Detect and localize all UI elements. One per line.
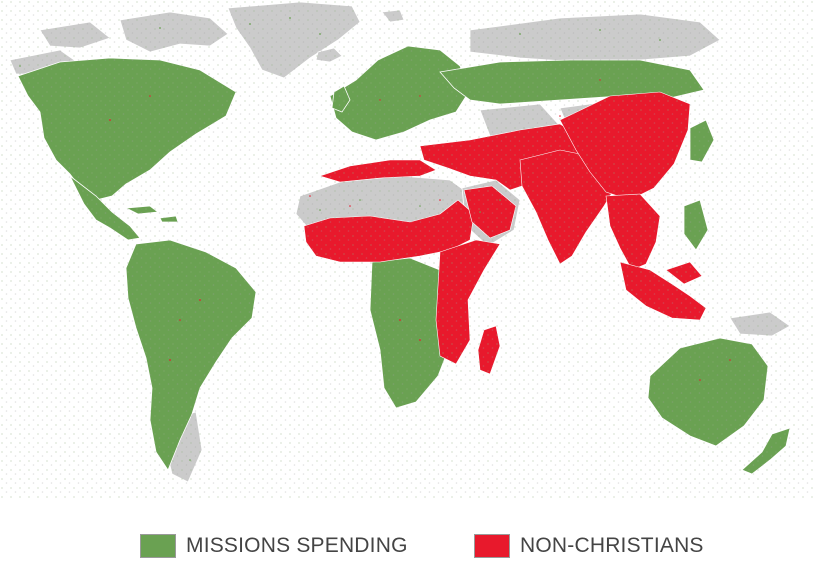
non-christians-swatch bbox=[474, 534, 510, 558]
legend-label-non-christians: NON-CHRISTIANS bbox=[520, 534, 704, 557]
scatter-green-dots bbox=[19, 17, 721, 461]
texture-layer bbox=[0, 0, 814, 500]
legend-label-missions: MISSIONS SPENDING bbox=[186, 534, 408, 557]
missions-swatch bbox=[140, 534, 176, 558]
legend: MISSIONS SPENDING NON-CHRISTIANS bbox=[0, 528, 814, 564]
world-map bbox=[0, 0, 814, 500]
scatter-dots bbox=[109, 79, 731, 381]
legend-item-missions: MISSIONS SPENDING bbox=[140, 528, 408, 564]
legend-item-non-christians: NON-CHRISTIANS bbox=[474, 528, 704, 564]
